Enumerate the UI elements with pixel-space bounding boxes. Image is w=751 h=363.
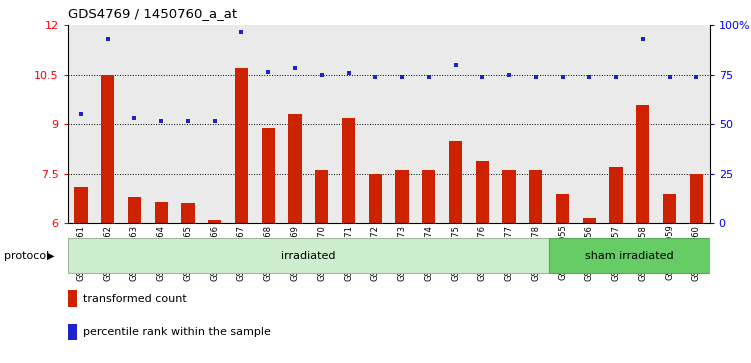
- Text: irradiated: irradiated: [281, 251, 336, 261]
- Bar: [683, 25, 710, 223]
- Point: [75, 111, 87, 117]
- Bar: [362, 25, 389, 223]
- Point: [155, 118, 167, 124]
- Bar: [68, 238, 549, 273]
- Bar: [556, 193, 569, 223]
- Point: [503, 72, 515, 78]
- Bar: [663, 193, 676, 223]
- Text: ▶: ▶: [47, 251, 55, 261]
- Bar: [181, 203, 195, 223]
- Bar: [201, 25, 228, 223]
- Bar: [155, 202, 168, 223]
- Bar: [128, 197, 141, 223]
- Bar: [549, 25, 576, 223]
- Bar: [609, 167, 623, 223]
- Bar: [475, 160, 489, 223]
- Bar: [583, 218, 596, 223]
- Point: [423, 74, 435, 79]
- Point: [637, 36, 649, 41]
- Point: [690, 74, 702, 79]
- Bar: [442, 25, 469, 223]
- Bar: [95, 25, 121, 223]
- Bar: [523, 25, 549, 223]
- Bar: [261, 128, 275, 223]
- Bar: [602, 25, 629, 223]
- Text: GDS4769 / 1450760_a_at: GDS4769 / 1450760_a_at: [68, 7, 237, 20]
- Text: protocol: protocol: [4, 251, 49, 261]
- Bar: [228, 25, 255, 223]
- Bar: [282, 25, 309, 223]
- Point: [529, 74, 541, 79]
- Bar: [549, 238, 710, 273]
- Bar: [389, 25, 415, 223]
- Point: [101, 36, 113, 41]
- Bar: [288, 114, 302, 223]
- Bar: [309, 25, 335, 223]
- Point: [584, 74, 596, 79]
- Point: [476, 74, 488, 79]
- Point: [289, 65, 301, 71]
- Bar: [636, 105, 650, 223]
- Bar: [502, 171, 516, 223]
- Bar: [315, 171, 328, 223]
- Point: [369, 74, 382, 79]
- Point: [450, 62, 462, 68]
- Bar: [148, 25, 174, 223]
- Point: [396, 74, 408, 79]
- Bar: [576, 25, 602, 223]
- Point: [315, 72, 327, 78]
- Point: [556, 74, 569, 79]
- Bar: [449, 141, 462, 223]
- Text: sham irradiated: sham irradiated: [585, 251, 674, 261]
- Bar: [235, 68, 248, 223]
- Point: [128, 115, 140, 121]
- Bar: [174, 25, 201, 223]
- Point: [342, 70, 354, 76]
- Bar: [255, 25, 282, 223]
- Point: [610, 74, 622, 79]
- Bar: [395, 171, 409, 223]
- Bar: [629, 25, 656, 223]
- Bar: [469, 25, 496, 223]
- Point: [182, 118, 194, 124]
- Bar: [208, 220, 222, 223]
- Bar: [422, 171, 436, 223]
- Point: [262, 69, 274, 74]
- Bar: [335, 25, 362, 223]
- Bar: [121, 25, 148, 223]
- Bar: [74, 187, 88, 223]
- Point: [236, 29, 248, 35]
- Bar: [68, 25, 95, 223]
- Bar: [342, 118, 355, 223]
- Bar: [369, 174, 382, 223]
- Point: [664, 74, 676, 79]
- Text: transformed count: transformed count: [83, 294, 186, 303]
- Bar: [529, 171, 542, 223]
- Bar: [101, 75, 114, 223]
- Bar: [415, 25, 442, 223]
- Text: percentile rank within the sample: percentile rank within the sample: [83, 327, 270, 337]
- Bar: [656, 25, 683, 223]
- Point: [209, 118, 221, 124]
- Bar: [496, 25, 523, 223]
- Bar: [689, 174, 703, 223]
